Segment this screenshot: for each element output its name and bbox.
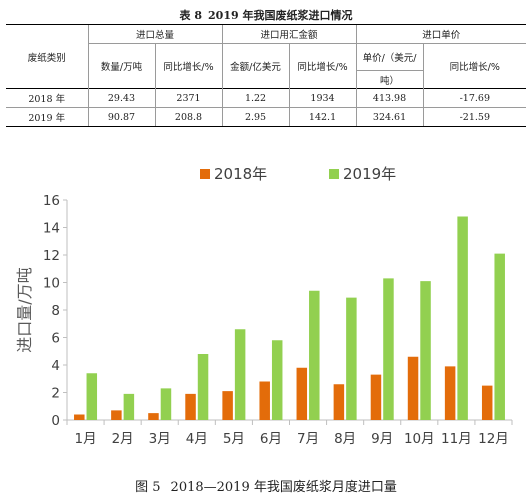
figure-caption: 图 5 2018—2019 年我国废纸浆月度进口量: [0, 476, 532, 495]
table-cell: 413.98: [355, 88, 424, 108]
x-tick-label: 1月: [74, 431, 96, 447]
y-tick-label: 0: [51, 413, 60, 429]
legend-label: 2018年: [214, 165, 267, 183]
bar-2018年-1月: [74, 414, 85, 420]
x-tick-label: 12月: [478, 431, 509, 447]
bar-2018年-12月: [481, 385, 493, 420]
group-header-price: 进口单价: [355, 24, 527, 44]
bar-2018年-8月: [333, 384, 345, 420]
table-cell: -17.69: [422, 88, 527, 108]
table-title: 表 8 2019 年我国废纸浆进口情况: [0, 7, 532, 23]
x-tick-label: 7月: [297, 431, 319, 447]
import-table: 废纸类别 进口总量 进口用汇金额 进口单价 数量/万吨 同比增长/% 金额/亿美…: [6, 24, 527, 127]
subheader-unit-price-cont: 吨）: [355, 70, 424, 89]
x-tick-label: 5月: [223, 431, 245, 447]
bar-2018年-4月: [185, 393, 196, 420]
y-tick-label: 12: [43, 248, 60, 264]
legend-swatch-2018年: [200, 169, 210, 179]
figure-caption-text: 2018—2019 年我国废纸浆月度进口量: [170, 480, 397, 495]
subheader-amount-growth: 同比增长/%: [288, 43, 357, 89]
header-category: 废纸类别: [6, 24, 88, 89]
table-cell: 2371: [154, 88, 223, 108]
bar-2019年-7月: [309, 290, 320, 420]
bar-2018年-10月: [407, 356, 419, 420]
subheader-price-growth: 同比增长/%: [422, 43, 527, 89]
subheader-quantity: 数量/万吨: [87, 43, 155, 89]
y-tick-label: 4: [51, 358, 60, 374]
table-number: 表 8: [179, 9, 203, 22]
bar-2019年-6月: [271, 340, 283, 420]
bar-2019年-4月: [197, 354, 209, 420]
y-tick-label: 2: [51, 386, 60, 402]
y-tick-label: 6: [51, 331, 60, 347]
table-cell: 1934: [288, 88, 357, 108]
table-cell: 2019 年: [6, 107, 88, 127]
table-cell: 90.87: [87, 107, 155, 127]
table-row: 2019 年 90.87 208.8 2.95 142.1 324.61 -21…: [6, 107, 527, 127]
bar-2019年-3月: [160, 388, 172, 420]
y-tick-label: 10: [43, 276, 60, 292]
bar-2019年-5月: [234, 329, 246, 420]
table-cell: 2.95: [221, 107, 290, 127]
bar-2018年-6月: [259, 381, 270, 420]
bar-2018年-11月: [444, 366, 456, 420]
x-tick-label: 10月: [404, 431, 435, 447]
bar-2019年-1月: [86, 373, 98, 420]
table-cell: -21.59: [422, 107, 527, 127]
table-title-text: 2019 年我国废纸浆进口情况: [208, 9, 353, 22]
y-tick-label: 16: [43, 193, 60, 209]
x-tick-label: 2月: [112, 431, 134, 447]
legend-swatch-2019年: [329, 169, 339, 179]
bar-2019年-2月: [123, 393, 135, 420]
figure-label: 图 5: [135, 480, 161, 495]
bar-2019年-9月: [383, 278, 394, 420]
x-tick-label: 9月: [371, 431, 393, 447]
x-tick-label: 8月: [334, 431, 356, 447]
subheader-amount: 金额/亿美元: [221, 43, 290, 89]
y-tick-label: 8: [51, 303, 60, 319]
table-cell: 2018 年: [6, 88, 88, 108]
bar-2018年-2月: [111, 410, 122, 420]
table-row: 2018 年 29.43 2371 1.22 1934 413.98 -17.6…: [6, 88, 527, 108]
x-tick-label: 11月: [441, 431, 472, 447]
x-tick-label: 6月: [260, 431, 282, 447]
monthly-import-chart: 0 2 4 6 8 10 12 14 16 1月 2月 3月 4月 5月 6月 7月 8月 9月 10月 11月 12月…: [15, 165, 513, 447]
bar-2019年-10月: [420, 281, 431, 420]
x-tick-label: 4月: [186, 431, 208, 447]
bar-2019年-8月: [346, 297, 357, 420]
group-header-total: 进口总量: [87, 24, 223, 44]
bar-2019年-12月: [494, 253, 505, 420]
table-cell: 324.61: [355, 107, 424, 127]
bar-2018年-7月: [296, 367, 308, 420]
bar-2018年-5月: [222, 391, 233, 420]
bar-2018年-3月: [148, 413, 159, 420]
subheader-unit-price: 单价/（美元/: [355, 43, 424, 71]
y-axis-label: 进口量/万吨: [15, 267, 34, 352]
table-cell: 142.1: [288, 107, 357, 127]
y-tick-label: 14: [43, 221, 60, 237]
bar-2019年-11月: [457, 216, 468, 420]
table-cell: 1.22: [221, 88, 290, 108]
x-tick-label: 3月: [149, 431, 171, 447]
legend-label: 2019年: [343, 165, 396, 183]
subheader-quantity-growth: 同比增长/%: [154, 43, 223, 89]
table-cell: 208.8: [154, 107, 223, 127]
group-header-amount: 进口用汇金额: [221, 24, 357, 44]
bar-2018年-9月: [370, 374, 382, 420]
table-cell: 29.43: [87, 88, 155, 108]
